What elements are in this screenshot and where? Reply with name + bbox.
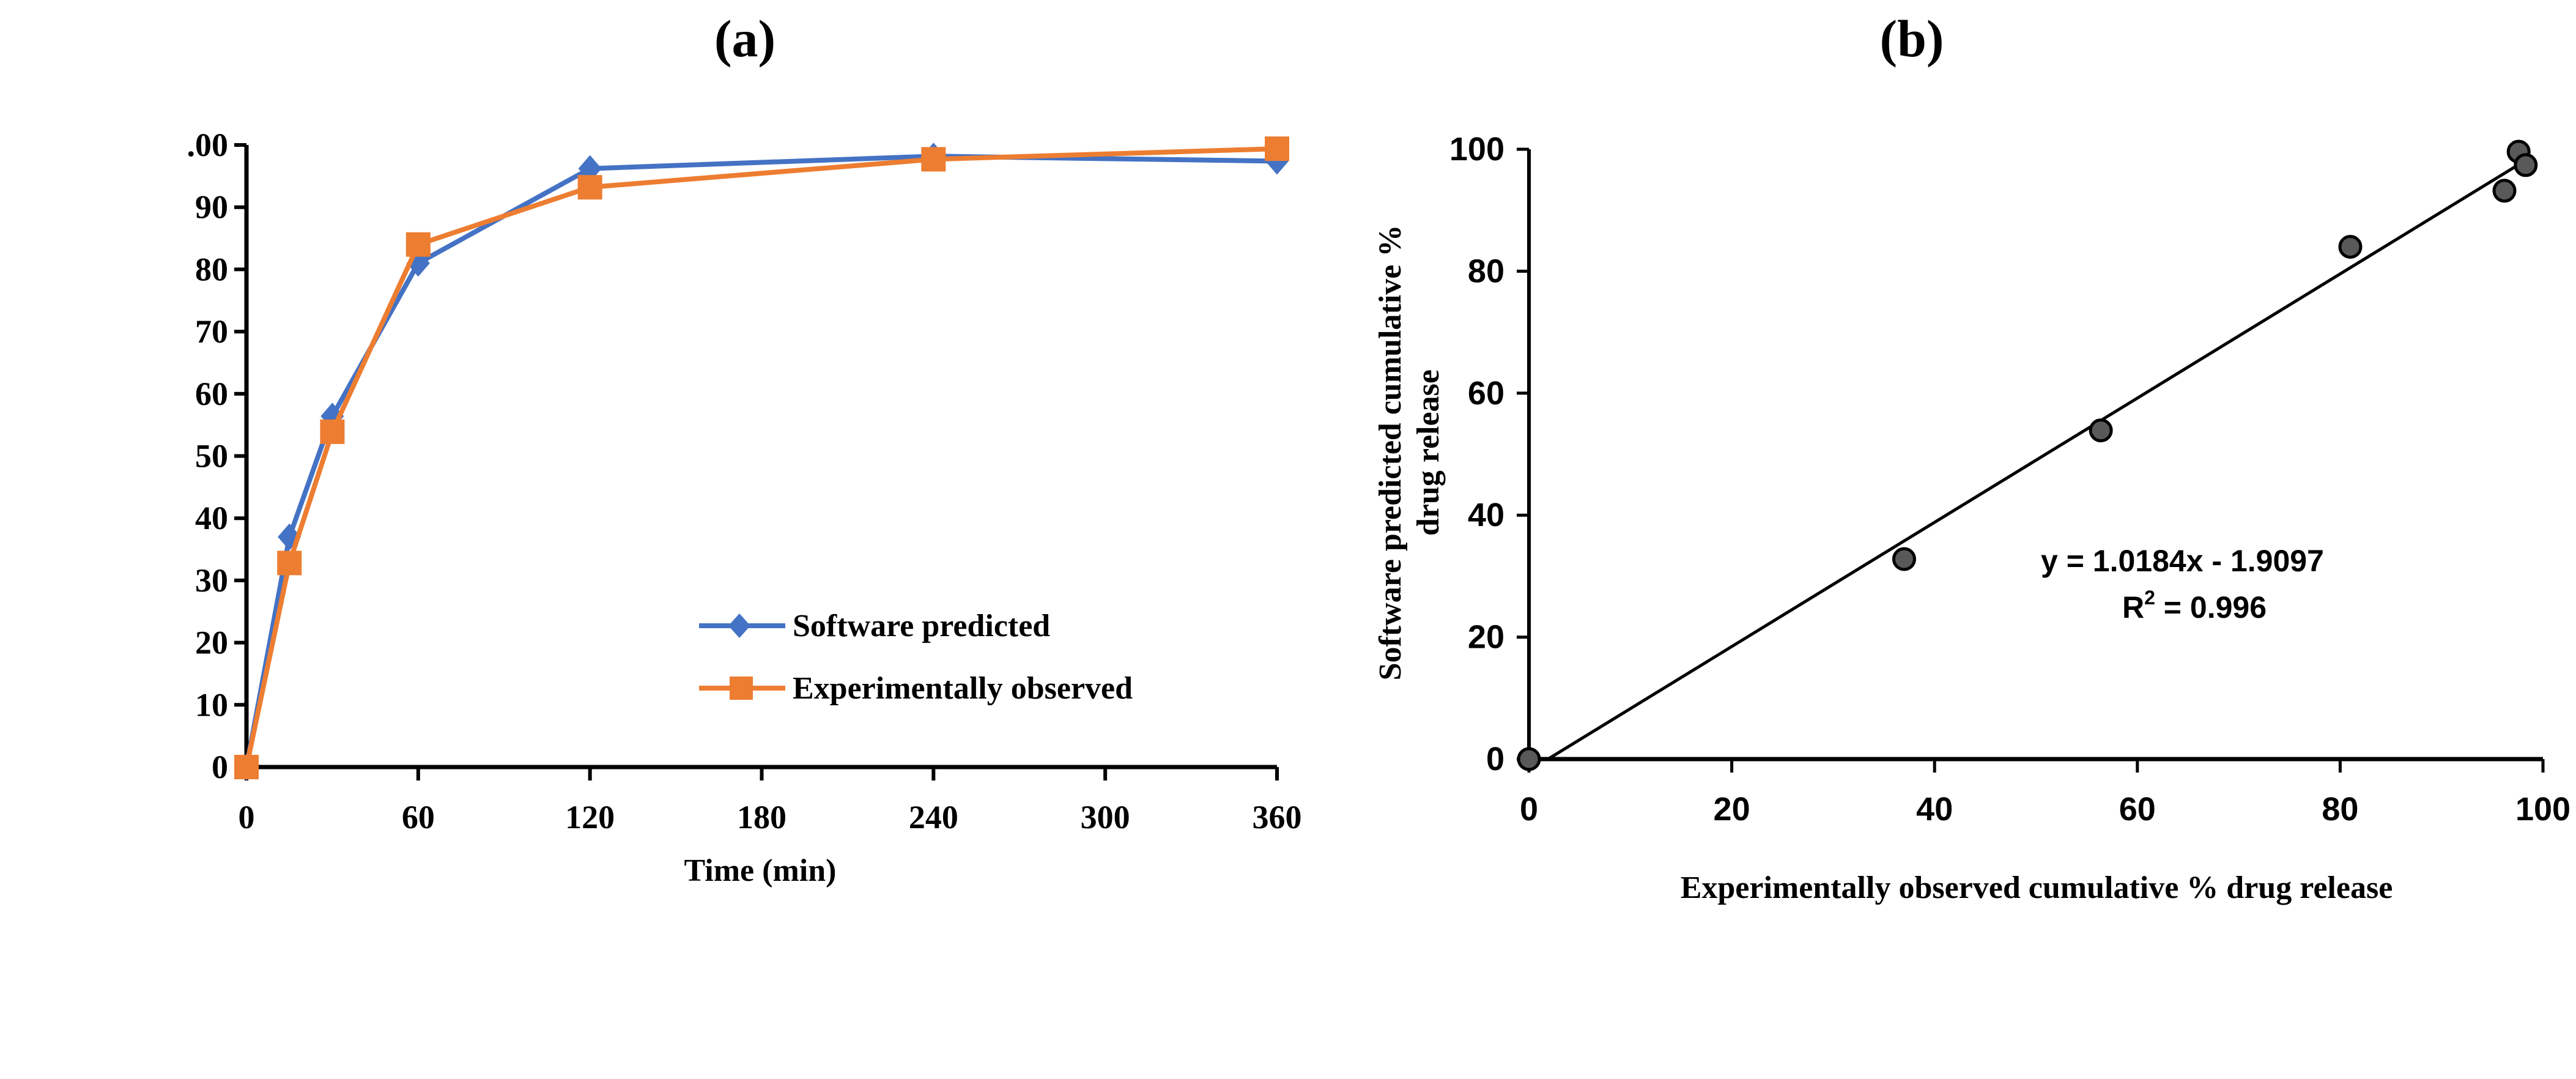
chart-a-y-tick-label: 90	[195, 189, 228, 226]
chart-a-y-tick-label: 0	[212, 749, 228, 785]
chart-a-legend: Software predicted Experimentally observ…	[699, 609, 1133, 706]
chart-b-x-tick-label: 40	[1916, 791, 1953, 828]
panel-a-title: (a)	[714, 9, 775, 68]
data-point-experimentally-observed	[277, 551, 302, 576]
chart-b-axes	[1517, 147, 2545, 773]
chart-b-x-tick-label: 100	[2515, 791, 2570, 828]
chart-a-tick-labels: 0 10 20 30 40 50 60 70 80 90 .00 0 60 120 180 240 300 360	[187, 127, 1302, 836]
data-point-experimentally-observed	[320, 419, 345, 444]
chart-a-y-tick-label: 40	[195, 500, 228, 536]
chart-a-x-axis-title: Time (min)	[684, 853, 837, 888]
data-point-experimentally-observed	[577, 175, 602, 200]
chart-b-x-tick-label: 80	[2322, 791, 2358, 828]
data-point-experimentally-observed	[1265, 136, 1289, 161]
data-point-experimentally-observed	[234, 755, 259, 779]
r-squared-superscript: 2	[2144, 587, 2155, 609]
chart-b-y-tick-label: 80	[1468, 253, 1505, 289]
chart-b-trendline	[1547, 158, 2527, 761]
chart-b-tick-labels: 0 20 40 60 80 100 0 20 40 60 80 100	[1449, 131, 2570, 828]
scatter-point	[1892, 547, 1916, 571]
diamond-marker-icon	[728, 614, 750, 638]
data-point-experimentally-observed	[405, 232, 431, 257]
chart-b-x-tick-label: 60	[2119, 791, 2156, 828]
r-squared-value: = 0.996	[2155, 590, 2267, 625]
chart-a-x-tick-label: 360	[1253, 799, 1302, 836]
chart-a-y-tick-label: 80	[195, 251, 228, 287]
chart-b-y-tick-label: 0	[1486, 741, 1505, 777]
chart-a-y-tick-label: .00	[187, 127, 229, 163]
chart-b-x-tick-label: 20	[1714, 791, 1750, 828]
chart-b-y-tick-label: 40	[1468, 497, 1505, 533]
chart-b-y-axis-title-line2: drug release	[1411, 369, 1446, 536]
trendline	[1547, 158, 2527, 761]
regression-equation: y = 1.0184x - 1.9097	[2041, 544, 2324, 578]
chart-a-x-tick-label: 60	[402, 799, 435, 836]
chart-a-y-tick-label: 70	[195, 313, 228, 350]
r-squared-label: R2 = 0.996	[2122, 587, 2267, 625]
scatter-point	[2089, 418, 2113, 443]
chart-a-x-tick-label: 120	[565, 799, 615, 836]
chart-a-series	[234, 136, 1289, 781]
scatter-point	[2492, 179, 2517, 203]
legend-item-experimentally-observed: Experimentally observed	[699, 671, 1133, 706]
chart-b-y-tick-label: 60	[1468, 375, 1505, 412]
chart-a-x-tick-label: 180	[737, 799, 786, 836]
chart-b-correlation-plot: 0 20 40 60 80 100 0 20 40 60 80 100 Experimentally …	[1373, 131, 2570, 905]
chart-a-y-tick-label: 50	[195, 438, 228, 475]
square-marker-icon	[730, 677, 753, 700]
chart-a-x-tick-label: 240	[909, 799, 958, 836]
chart-b-y-tick-label: 20	[1468, 619, 1505, 656]
legend-item-software-predicted: Software predicted	[699, 609, 1050, 643]
data-point-experimentally-observed	[921, 147, 946, 172]
chart-b-y-tick-label: 100	[1449, 131, 1505, 168]
chart-b-y-axis-title: Software predicted cumulative % drug rel…	[1373, 225, 1446, 681]
chart-b-x-tick-label: 0	[1520, 791, 1538, 828]
scatter-point	[1517, 747, 1541, 771]
scatter-point	[2338, 235, 2363, 259]
panel-b-title: (b)	[1879, 9, 1944, 68]
chart-b-x-axis-title: Experimentally observed cumulative % dru…	[1681, 870, 2393, 905]
chart-a-x-tick-label: 0	[239, 799, 255, 836]
legend-label-software-predicted: Software predicted	[793, 609, 1050, 643]
chart-a-y-tick-label: 30	[195, 562, 228, 599]
chart-a-x-tick-label: 300	[1081, 799, 1130, 836]
chart-b-y-axis-title-line1: Software predicted cumulative %	[1373, 225, 1408, 681]
chart-b-points	[1517, 139, 2538, 771]
chart-a-y-tick-label: 20	[195, 625, 228, 661]
chart-a-y-tick-label: 10	[195, 686, 228, 723]
legend-label-experimentally-observed: Experimentally observed	[793, 671, 1133, 706]
scatter-point	[2514, 153, 2538, 177]
r-squared-r: R	[2122, 590, 2144, 625]
chart-a-release-profile: 0 10 20 30 40 50 60 70 80 90 .00 0 60 120 180 240 300 360…	[187, 127, 1302, 888]
chart-a-y-tick-label: 60	[195, 376, 228, 412]
